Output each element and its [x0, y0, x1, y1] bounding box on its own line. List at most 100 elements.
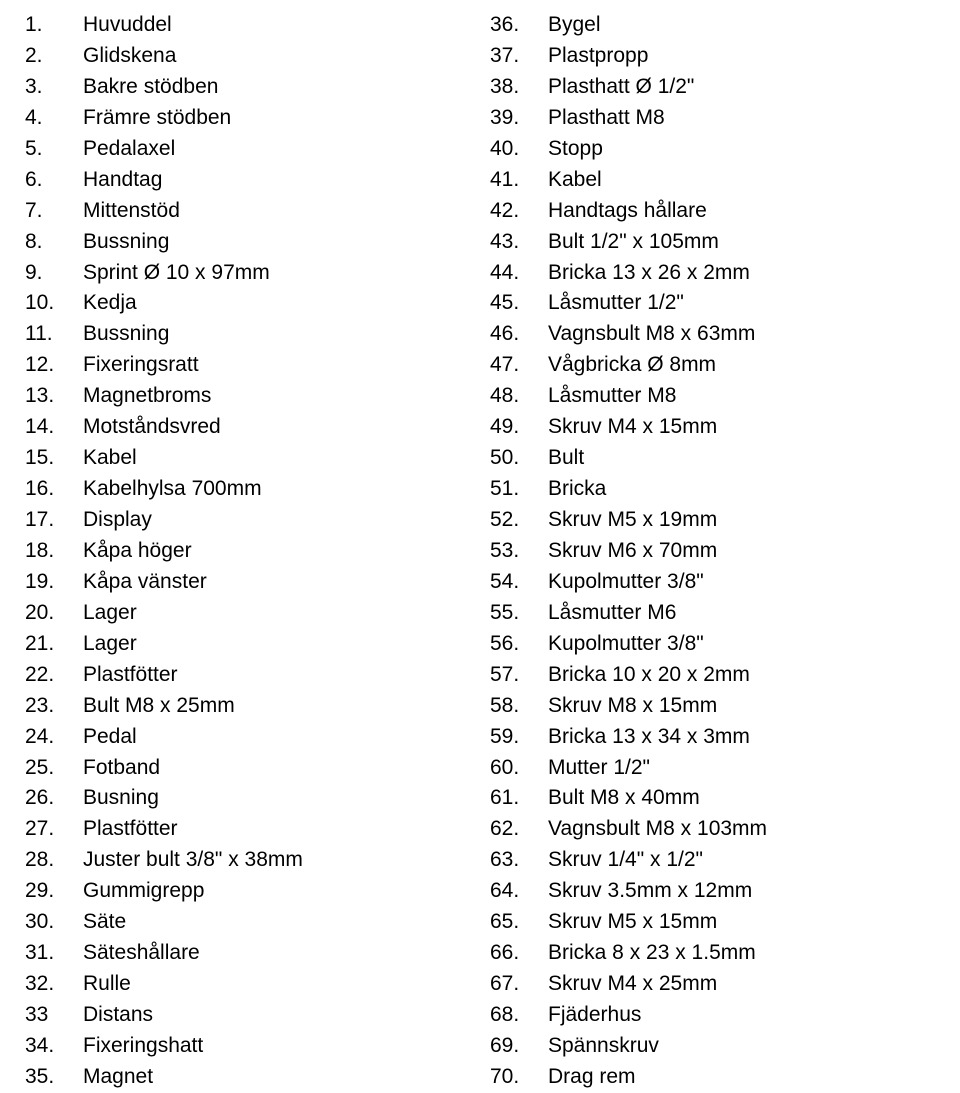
part-number: 57.: [490, 660, 548, 690]
part-number: 55.: [490, 598, 548, 628]
part-number: 50.: [490, 443, 548, 473]
part-label: Bult 1/2" x 105mm: [548, 227, 935, 257]
part-label: Kabelhylsa 700mm: [83, 474, 470, 504]
parts-row: 67.Skruv M4 x 25mm: [490, 969, 935, 999]
part-number: 23.: [25, 691, 83, 721]
parts-row: 18.Kåpa höger: [25, 536, 470, 566]
parts-row: 57.Bricka 10 x 20 x 2mm: [490, 660, 935, 690]
part-label: Skruv M6 x 70mm: [548, 536, 935, 566]
column-right: 36.Bygel37.Plastpropp38.Plasthatt Ø 1/2"…: [490, 10, 935, 1093]
part-label: Bricka 13 x 34 x 3mm: [548, 722, 935, 752]
part-number: 62.: [490, 814, 548, 844]
part-label: Lager: [83, 629, 470, 659]
part-label: Skruv 3.5mm x 12mm: [548, 876, 935, 906]
part-number: 32.: [25, 969, 83, 999]
part-label: Skruv M5 x 19mm: [548, 505, 935, 535]
parts-list: 1.Huvuddel2.Glidskena3.Bakre stödben4.Fr…: [25, 10, 935, 1093]
parts-row: 32.Rulle: [25, 969, 470, 999]
part-label: Fixeringshatt: [83, 1031, 470, 1061]
parts-row: 31.Säteshållare: [25, 938, 470, 968]
part-label: Fotband: [83, 753, 470, 783]
parts-row: 65.Skruv M5 x 15mm: [490, 907, 935, 937]
part-label: Plastfötter: [83, 814, 470, 844]
part-number: 37.: [490, 41, 548, 71]
parts-row: 22.Plastfötter: [25, 660, 470, 690]
part-number: 10.: [25, 288, 83, 318]
part-label: Säteshållare: [83, 938, 470, 968]
parts-row: 28.Juster bult 3/8" x 38mm: [25, 845, 470, 875]
parts-row: 68.Fjäderhus: [490, 1000, 935, 1030]
part-label: Gummigrepp: [83, 876, 470, 906]
part-number: 13.: [25, 381, 83, 411]
part-label: Glidskena: [83, 41, 470, 71]
part-label: Bussning: [83, 319, 470, 349]
part-label: Bricka: [548, 474, 935, 504]
part-number: 27.: [25, 814, 83, 844]
part-label: Kåpa höger: [83, 536, 470, 566]
parts-row: 29.Gummigrepp: [25, 876, 470, 906]
part-label: Distans: [83, 1000, 470, 1030]
part-number: 35.: [25, 1062, 83, 1092]
part-number: 59.: [490, 722, 548, 752]
part-label: Kabel: [548, 165, 935, 195]
column-left: 1.Huvuddel2.Glidskena3.Bakre stödben4.Fr…: [25, 10, 470, 1093]
part-label: Bricka 10 x 20 x 2mm: [548, 660, 935, 690]
part-number: 48.: [490, 381, 548, 411]
parts-row: 36.Bygel: [490, 10, 935, 40]
part-number: 42.: [490, 196, 548, 226]
part-number: 15.: [25, 443, 83, 473]
parts-row: 12.Fixeringsratt: [25, 350, 470, 380]
part-number: 49.: [490, 412, 548, 442]
parts-row: 46.Vagnsbult M8 x 63mm: [490, 319, 935, 349]
part-label: Display: [83, 505, 470, 535]
parts-row: 60.Mutter 1/2": [490, 753, 935, 783]
parts-row: 21.Lager: [25, 629, 470, 659]
parts-row: 4.Främre stödben: [25, 103, 470, 133]
part-label: Juster bult 3/8" x 38mm: [83, 845, 470, 875]
part-number: 16.: [25, 474, 83, 504]
part-label: Bult M8 x 25mm: [83, 691, 470, 721]
parts-row: 8.Bussning: [25, 227, 470, 257]
parts-row: 26.Busning: [25, 783, 470, 813]
part-label: Fixeringsratt: [83, 350, 470, 380]
part-label: Vagnsbult M8 x 63mm: [548, 319, 935, 349]
part-number: 45.: [490, 288, 548, 318]
part-label: Plastfötter: [83, 660, 470, 690]
part-label: Lager: [83, 598, 470, 628]
parts-row: 49.Skruv M4 x 15mm: [490, 412, 935, 442]
parts-row: 59.Bricka 13 x 34 x 3mm: [490, 722, 935, 752]
part-number: 54.: [490, 567, 548, 597]
parts-row: 35.Magnet: [25, 1062, 470, 1092]
part-label: Bricka 8 x 23 x 1.5mm: [548, 938, 935, 968]
parts-row: 2.Glidskena: [25, 41, 470, 71]
parts-row: 47.Vågbricka Ø 8mm: [490, 350, 935, 380]
part-number: 18.: [25, 536, 83, 566]
parts-row: 27.Plastfötter: [25, 814, 470, 844]
parts-row: 13.Magnetbroms: [25, 381, 470, 411]
part-number: 34.: [25, 1031, 83, 1061]
parts-row: 56.Kupolmutter 3/8": [490, 629, 935, 659]
parts-row: 63.Skruv 1/4" x 1/2": [490, 845, 935, 875]
part-label: Busning: [83, 783, 470, 813]
parts-row: 66.Bricka 8 x 23 x 1.5mm: [490, 938, 935, 968]
part-label: Plasthatt M8: [548, 103, 935, 133]
part-label: Skruv M4 x 15mm: [548, 412, 935, 442]
part-number: 46.: [490, 319, 548, 349]
parts-row: 15.Kabel: [25, 443, 470, 473]
parts-row: 5.Pedalaxel: [25, 134, 470, 164]
part-number: 24.: [25, 722, 83, 752]
parts-row: 58.Skruv M8 x 15mm: [490, 691, 935, 721]
part-number: 70.: [490, 1062, 548, 1092]
part-number: 66.: [490, 938, 548, 968]
part-label: Plasthatt Ø 1/2": [548, 72, 935, 102]
part-number: 29.: [25, 876, 83, 906]
parts-row: 43.Bult 1/2" x 105mm: [490, 227, 935, 257]
part-number: 56.: [490, 629, 548, 659]
part-label: Mittenstöd: [83, 196, 470, 226]
part-number: 4.: [25, 103, 83, 133]
part-label: Låsmutter M8: [548, 381, 935, 411]
part-label: Skruv 1/4" x 1/2": [548, 845, 935, 875]
parts-row: 64.Skruv 3.5mm x 12mm: [490, 876, 935, 906]
part-label: Bult M8 x 40mm: [548, 783, 935, 813]
parts-row: 44.Bricka 13 x 26 x 2mm: [490, 258, 935, 288]
